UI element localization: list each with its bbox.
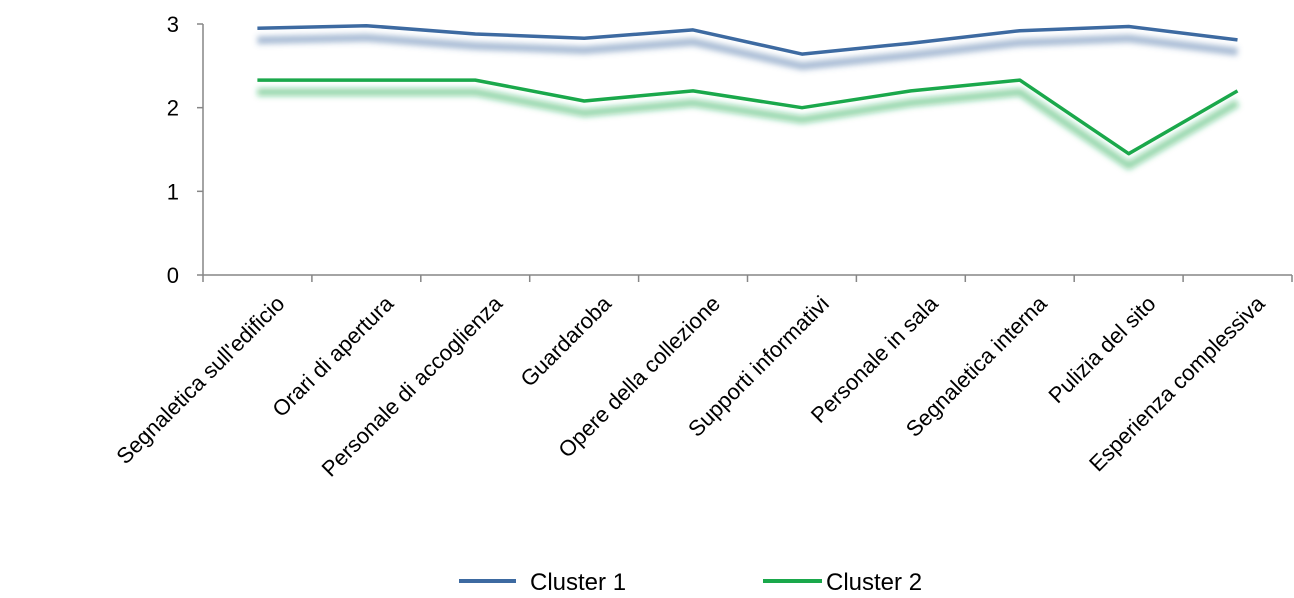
series-2-line: [257, 78, 1239, 156]
x-tick-label: Personale di accoglienza: [317, 290, 508, 481]
y-tick-label: 2: [167, 96, 179, 121]
series-2-glow: [257, 88, 1240, 170]
x-tick-label: Segnaletica sull'edificio: [111, 291, 289, 469]
series-1-glow: [257, 33, 1238, 71]
y-axis: 0 1 2 3: [167, 12, 204, 288]
legend: Cluster 1 Cluster 2: [459, 569, 922, 596]
legend-item: Cluster 1: [459, 569, 626, 596]
y-tick-label: 0: [167, 263, 179, 288]
y-tick-label: 1: [167, 179, 179, 204]
series-2: [257, 78, 1240, 170]
x-tick-label: Esperienza complessiva: [1084, 290, 1270, 476]
legend-label: Cluster 2: [826, 569, 922, 596]
series-1: [257, 23, 1238, 71]
series-layer: [257, 23, 1240, 170]
legend-label: Cluster 1: [530, 569, 626, 596]
y-tick-label: 3: [167, 12, 179, 37]
x-tick-label: Guardaroba: [515, 290, 616, 391]
legend-item: Cluster 2: [763, 569, 922, 596]
x-tick-label: Pulizia del sito: [1044, 291, 1161, 408]
series-1-line: [257, 23, 1238, 56]
